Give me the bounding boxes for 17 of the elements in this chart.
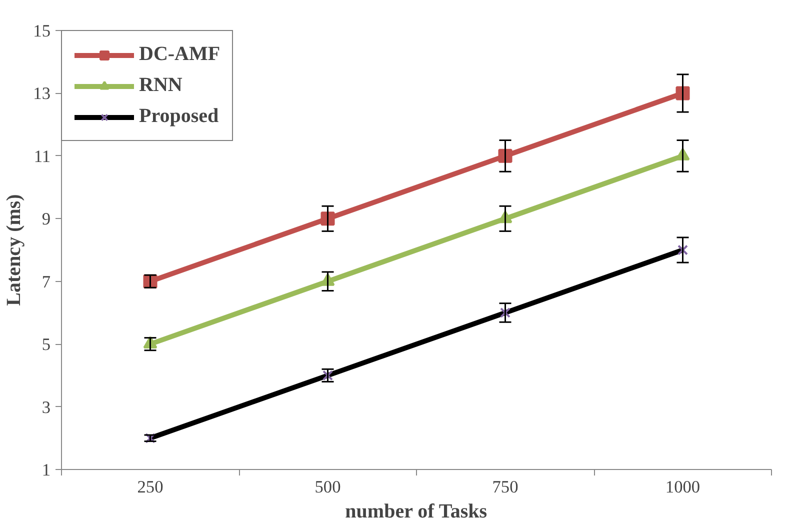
x-tick-label: 250: [137, 478, 164, 496]
x-tick-label: 750: [492, 478, 518, 496]
y-tick-label: 5: [42, 335, 51, 354]
legend-label: RNN: [139, 74, 182, 97]
x-axis-title: number of Tasks: [345, 500, 488, 522]
y-tick-label: 7: [42, 272, 51, 292]
x-tick-label: 1000: [665, 478, 700, 496]
y-tick-label: 11: [34, 146, 50, 166]
y-tick-label: 3: [42, 398, 51, 417]
y-tick-label: 13: [33, 84, 50, 104]
y-axis-title: Latency (ms): [3, 194, 26, 306]
y-tick-label: 9: [42, 210, 51, 229]
legend-label: DC-AMF: [139, 43, 220, 66]
x-tick-label: 500: [314, 478, 341, 496]
y-tick-label: 15: [33, 22, 50, 40]
legend-label: Proposed: [139, 105, 219, 128]
y-tick-label: 1: [42, 460, 51, 480]
